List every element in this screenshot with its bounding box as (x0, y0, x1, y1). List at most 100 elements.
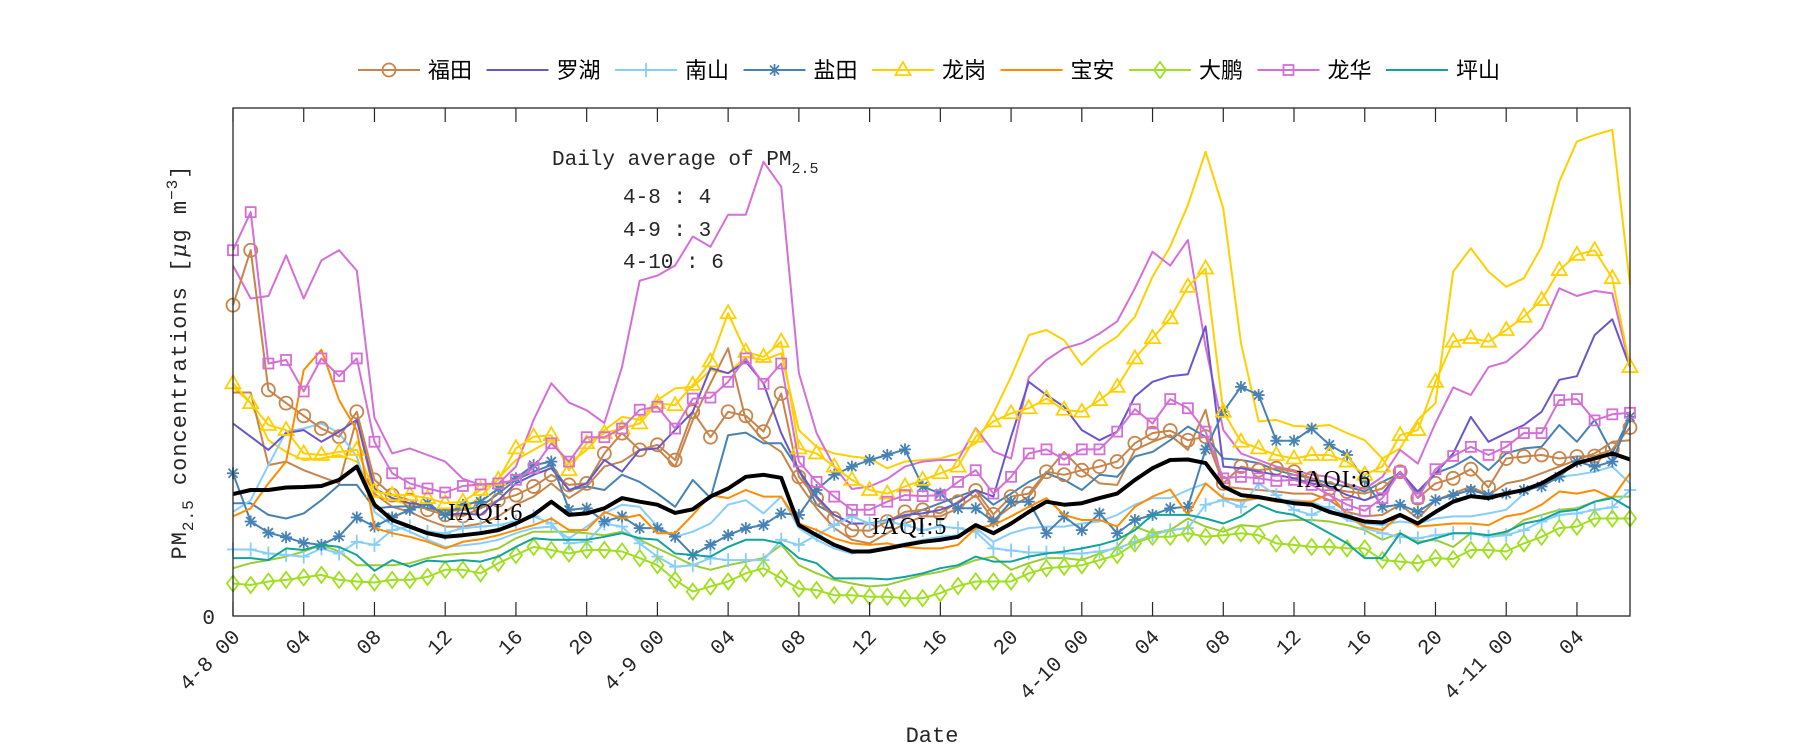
data-point-dapeng (809, 580, 824, 600)
x-tick-label: 08 (778, 627, 812, 661)
data-point-longgang (1391, 425, 1410, 442)
data-point-longhua (616, 422, 628, 435)
data-point-longgang (241, 393, 260, 410)
data-point-yantian (1270, 434, 1283, 447)
y-label-unit: g m (168, 200, 193, 243)
data-point-longhua (1517, 427, 1530, 440)
data-point-longhua (1235, 470, 1247, 483)
x-tick-label: 04 (707, 627, 741, 661)
data-point-longhua (1252, 472, 1265, 485)
data-point-longhua (1535, 427, 1548, 440)
data-point-futian (579, 476, 595, 491)
data-point-longhua (1111, 425, 1124, 438)
data-point-yantian (845, 460, 858, 473)
data-point-dapeng (703, 577, 718, 597)
y-label-sub: 2.5 (180, 499, 198, 531)
legend-item-pingshan[interactable]: 坪山 (1386, 59, 1500, 84)
x-tick-label: 12 (848, 627, 882, 661)
data-point-longgang (1178, 277, 1197, 293)
x-tick-label: 4-11 00 (1441, 627, 1520, 706)
data-point-longhua (386, 467, 399, 480)
legend-item-futian[interactable]: 福田 (358, 59, 472, 84)
data-point-yantian (1429, 494, 1442, 507)
data-point-dapeng (561, 544, 577, 564)
data-point-yantian (1199, 443, 1212, 456)
data-point-longgang (1267, 445, 1286, 461)
data-point-dapeng (1499, 541, 1514, 561)
data-point-yantian (952, 502, 965, 515)
data-point-nanshan (1305, 507, 1318, 522)
data-point-longgang (878, 483, 897, 500)
data-point-yantian (1323, 438, 1336, 451)
data-point-dapeng (1110, 545, 1125, 565)
data-point-longgang (984, 411, 1003, 428)
data-point-futian (1109, 454, 1125, 469)
data-point-yantian (757, 519, 770, 532)
data-point-longgang (400, 485, 419, 501)
data-point-dapeng (1286, 535, 1302, 555)
data-point-longhua (1500, 440, 1513, 453)
legend-label: 宝安 (1071, 59, 1115, 84)
data-point-dapeng (1569, 517, 1585, 537)
data-point-longhua (315, 352, 328, 365)
data-point-futian (508, 487, 524, 503)
data-point-nanshan (898, 518, 911, 533)
data-point-longgang (1055, 399, 1074, 416)
legend-item-yantian[interactable]: 盐田 (743, 59, 858, 84)
x-tick-label: 04 (1556, 627, 1590, 661)
data-point-longgang (1037, 388, 1056, 405)
data-point-nanshan (350, 534, 363, 549)
x-tick-label: 20 (566, 627, 600, 661)
data-point-nanshan (297, 549, 310, 564)
data-point-dapeng (986, 571, 1001, 591)
data-point-longgang (1461, 328, 1480, 345)
data-point-dapeng (685, 582, 700, 602)
data-point-dapeng (1145, 527, 1160, 547)
data-point-dapeng (774, 568, 789, 588)
legend-item-luohu[interactable]: 罗湖 (486, 59, 601, 84)
legend-item-baoan[interactable]: 宝安 (1000, 59, 1115, 84)
data-point-yantian (474, 495, 487, 508)
data-point-futian (1162, 423, 1178, 438)
data-point-nanshan (863, 516, 876, 531)
data-point-dapeng (1481, 540, 1496, 560)
data-point-nanshan (244, 542, 257, 557)
legend-marker-circle-icon (381, 62, 397, 78)
data-point-longgang (1302, 445, 1321, 461)
legend-label: 罗湖 (557, 59, 601, 84)
data-point-nanshan (386, 523, 399, 538)
data-point-longgang (506, 438, 525, 455)
series-layer (223, 128, 1640, 608)
data-point-dapeng (1163, 527, 1178, 547)
data-point-longhua (456, 480, 469, 492)
data-point-longgang (948, 456, 968, 473)
data-point-dapeng (402, 570, 417, 590)
legend-item-longhua[interactable]: 龙华 (1257, 59, 1372, 84)
legend-item-longgang[interactable]: 龙岗 (872, 59, 986, 84)
data-point-longgang (842, 470, 861, 486)
series-line-pingshan (233, 497, 1631, 581)
data-point-futian (738, 408, 754, 424)
series-line-orchid-plain (232, 160, 1631, 490)
data-point-longgang (259, 415, 278, 431)
data-point-dapeng (1021, 563, 1036, 583)
data-point-dapeng (1304, 537, 1319, 557)
data-point-dapeng (331, 570, 347, 590)
data-point-futian (1180, 432, 1196, 448)
legend-item-dapeng[interactable]: 大鹏 (1129, 59, 1243, 84)
data-point-longgang (630, 413, 649, 430)
data-point-dapeng (455, 560, 471, 580)
series-longgang (223, 240, 1640, 510)
legend-item-nanshan[interactable]: 南山 (615, 59, 729, 84)
data-point-longhua (1447, 450, 1460, 462)
data-point-longhua (563, 455, 575, 468)
data-point-dapeng (367, 572, 382, 592)
series-line-lightblue-plain (232, 422, 1631, 555)
legend: 福田 罗湖 南山 盐田 龙岗 宝安 大鹏 龙华 坪山 (358, 59, 1500, 84)
data-point-longhua (757, 377, 770, 390)
data-point-dapeng (1534, 527, 1549, 547)
data-point-longhua (1358, 504, 1371, 517)
annotation-title: Daily average of PM2.5 (552, 149, 818, 178)
data-point-longhua (1075, 443, 1088, 456)
data-point-dapeng (278, 570, 294, 590)
